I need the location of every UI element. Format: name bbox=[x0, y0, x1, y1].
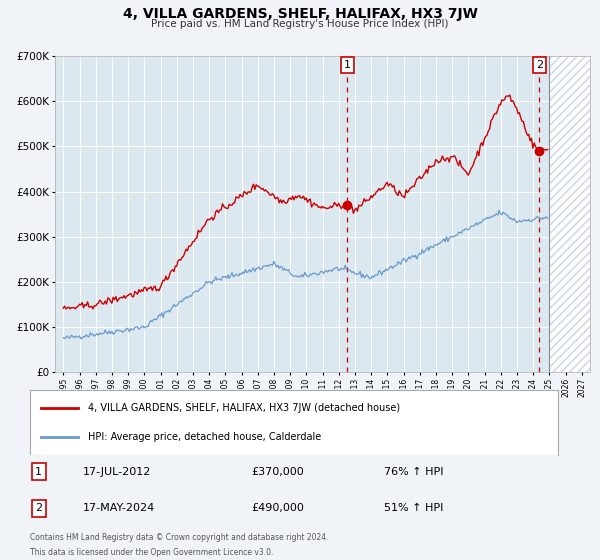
Text: 17-MAY-2024: 17-MAY-2024 bbox=[83, 503, 155, 513]
Text: 51% ↑ HPI: 51% ↑ HPI bbox=[384, 503, 443, 513]
Text: 4, VILLA GARDENS, SHELF, HALIFAX, HX3 7JW (detached house): 4, VILLA GARDENS, SHELF, HALIFAX, HX3 7J… bbox=[88, 403, 400, 413]
Text: 4, VILLA GARDENS, SHELF, HALIFAX, HX3 7JW: 4, VILLA GARDENS, SHELF, HALIFAX, HX3 7J… bbox=[122, 7, 478, 21]
Text: Contains HM Land Registry data © Crown copyright and database right 2024.: Contains HM Land Registry data © Crown c… bbox=[30, 533, 329, 542]
Text: £370,000: £370,000 bbox=[252, 467, 305, 477]
Text: 2: 2 bbox=[35, 503, 43, 513]
Text: HPI: Average price, detached house, Calderdale: HPI: Average price, detached house, Cald… bbox=[88, 432, 322, 442]
Text: 1: 1 bbox=[344, 60, 351, 70]
Bar bbox=[550, 56, 590, 372]
Text: 2: 2 bbox=[536, 60, 543, 70]
Text: Price paid vs. HM Land Registry's House Price Index (HPI): Price paid vs. HM Land Registry's House … bbox=[151, 19, 449, 29]
Text: 76% ↑ HPI: 76% ↑ HPI bbox=[384, 467, 443, 477]
Text: This data is licensed under the Open Government Licence v3.0.: This data is licensed under the Open Gov… bbox=[30, 548, 274, 557]
Text: £490,000: £490,000 bbox=[252, 503, 305, 513]
Text: 17-JUL-2012: 17-JUL-2012 bbox=[83, 467, 151, 477]
Text: 1: 1 bbox=[35, 467, 42, 477]
